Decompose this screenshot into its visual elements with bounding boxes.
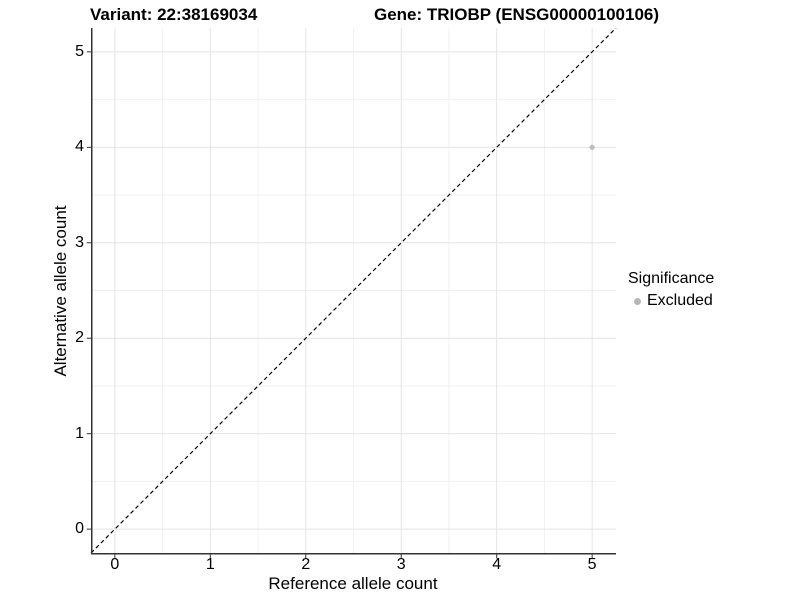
legend-title: Significance <box>628 270 715 287</box>
y-tick-label: 2 <box>75 329 84 347</box>
data-point-excluded <box>589 144 595 150</box>
x-tick-label: 3 <box>396 556 406 573</box>
y-axis-title: Alternative allele count <box>51 205 70 377</box>
x-tick-label: 0 <box>110 556 120 573</box>
x-tick-label: 2 <box>301 556 311 573</box>
variant-title: Variant: 22:38169034 <box>90 5 258 24</box>
excluded-point-icon <box>634 297 641 305</box>
y-tick-label: 1 <box>75 424 84 442</box>
legend-item-excluded: Excluded <box>628 292 714 310</box>
y-tick-label: 3 <box>75 233 84 251</box>
legend-item-label: Excluded <box>647 292 713 309</box>
gene-title: Gene: TRIOBP (ENSG00000100106) <box>374 5 660 24</box>
y-tick-label: 5 <box>75 42 84 60</box>
legend: Significance Excluded <box>628 270 714 310</box>
y-tick-label: 0 <box>75 520 84 538</box>
x-tick-label: 1 <box>205 556 215 573</box>
x-axis-title: Reference allele count <box>268 574 438 593</box>
identity-line <box>90 28 617 554</box>
x-tick-label: 5 <box>587 556 597 573</box>
x-tick-label: 4 <box>492 556 502 573</box>
plot-panel <box>86 28 617 559</box>
y-tick-label: 4 <box>75 138 84 156</box>
